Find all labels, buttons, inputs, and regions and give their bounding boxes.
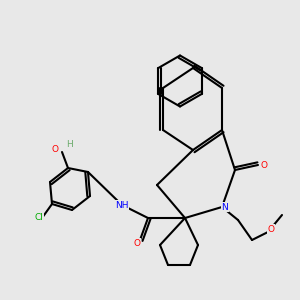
- Text: Cl: Cl: [34, 214, 43, 223]
- Text: H: H: [66, 140, 73, 149]
- Text: O: O: [268, 224, 274, 233]
- Text: O: O: [134, 238, 140, 247]
- Text: N: N: [222, 202, 228, 211]
- Text: NH: NH: [115, 200, 129, 209]
- Text: O: O: [52, 145, 59, 154]
- Text: O: O: [260, 160, 268, 169]
